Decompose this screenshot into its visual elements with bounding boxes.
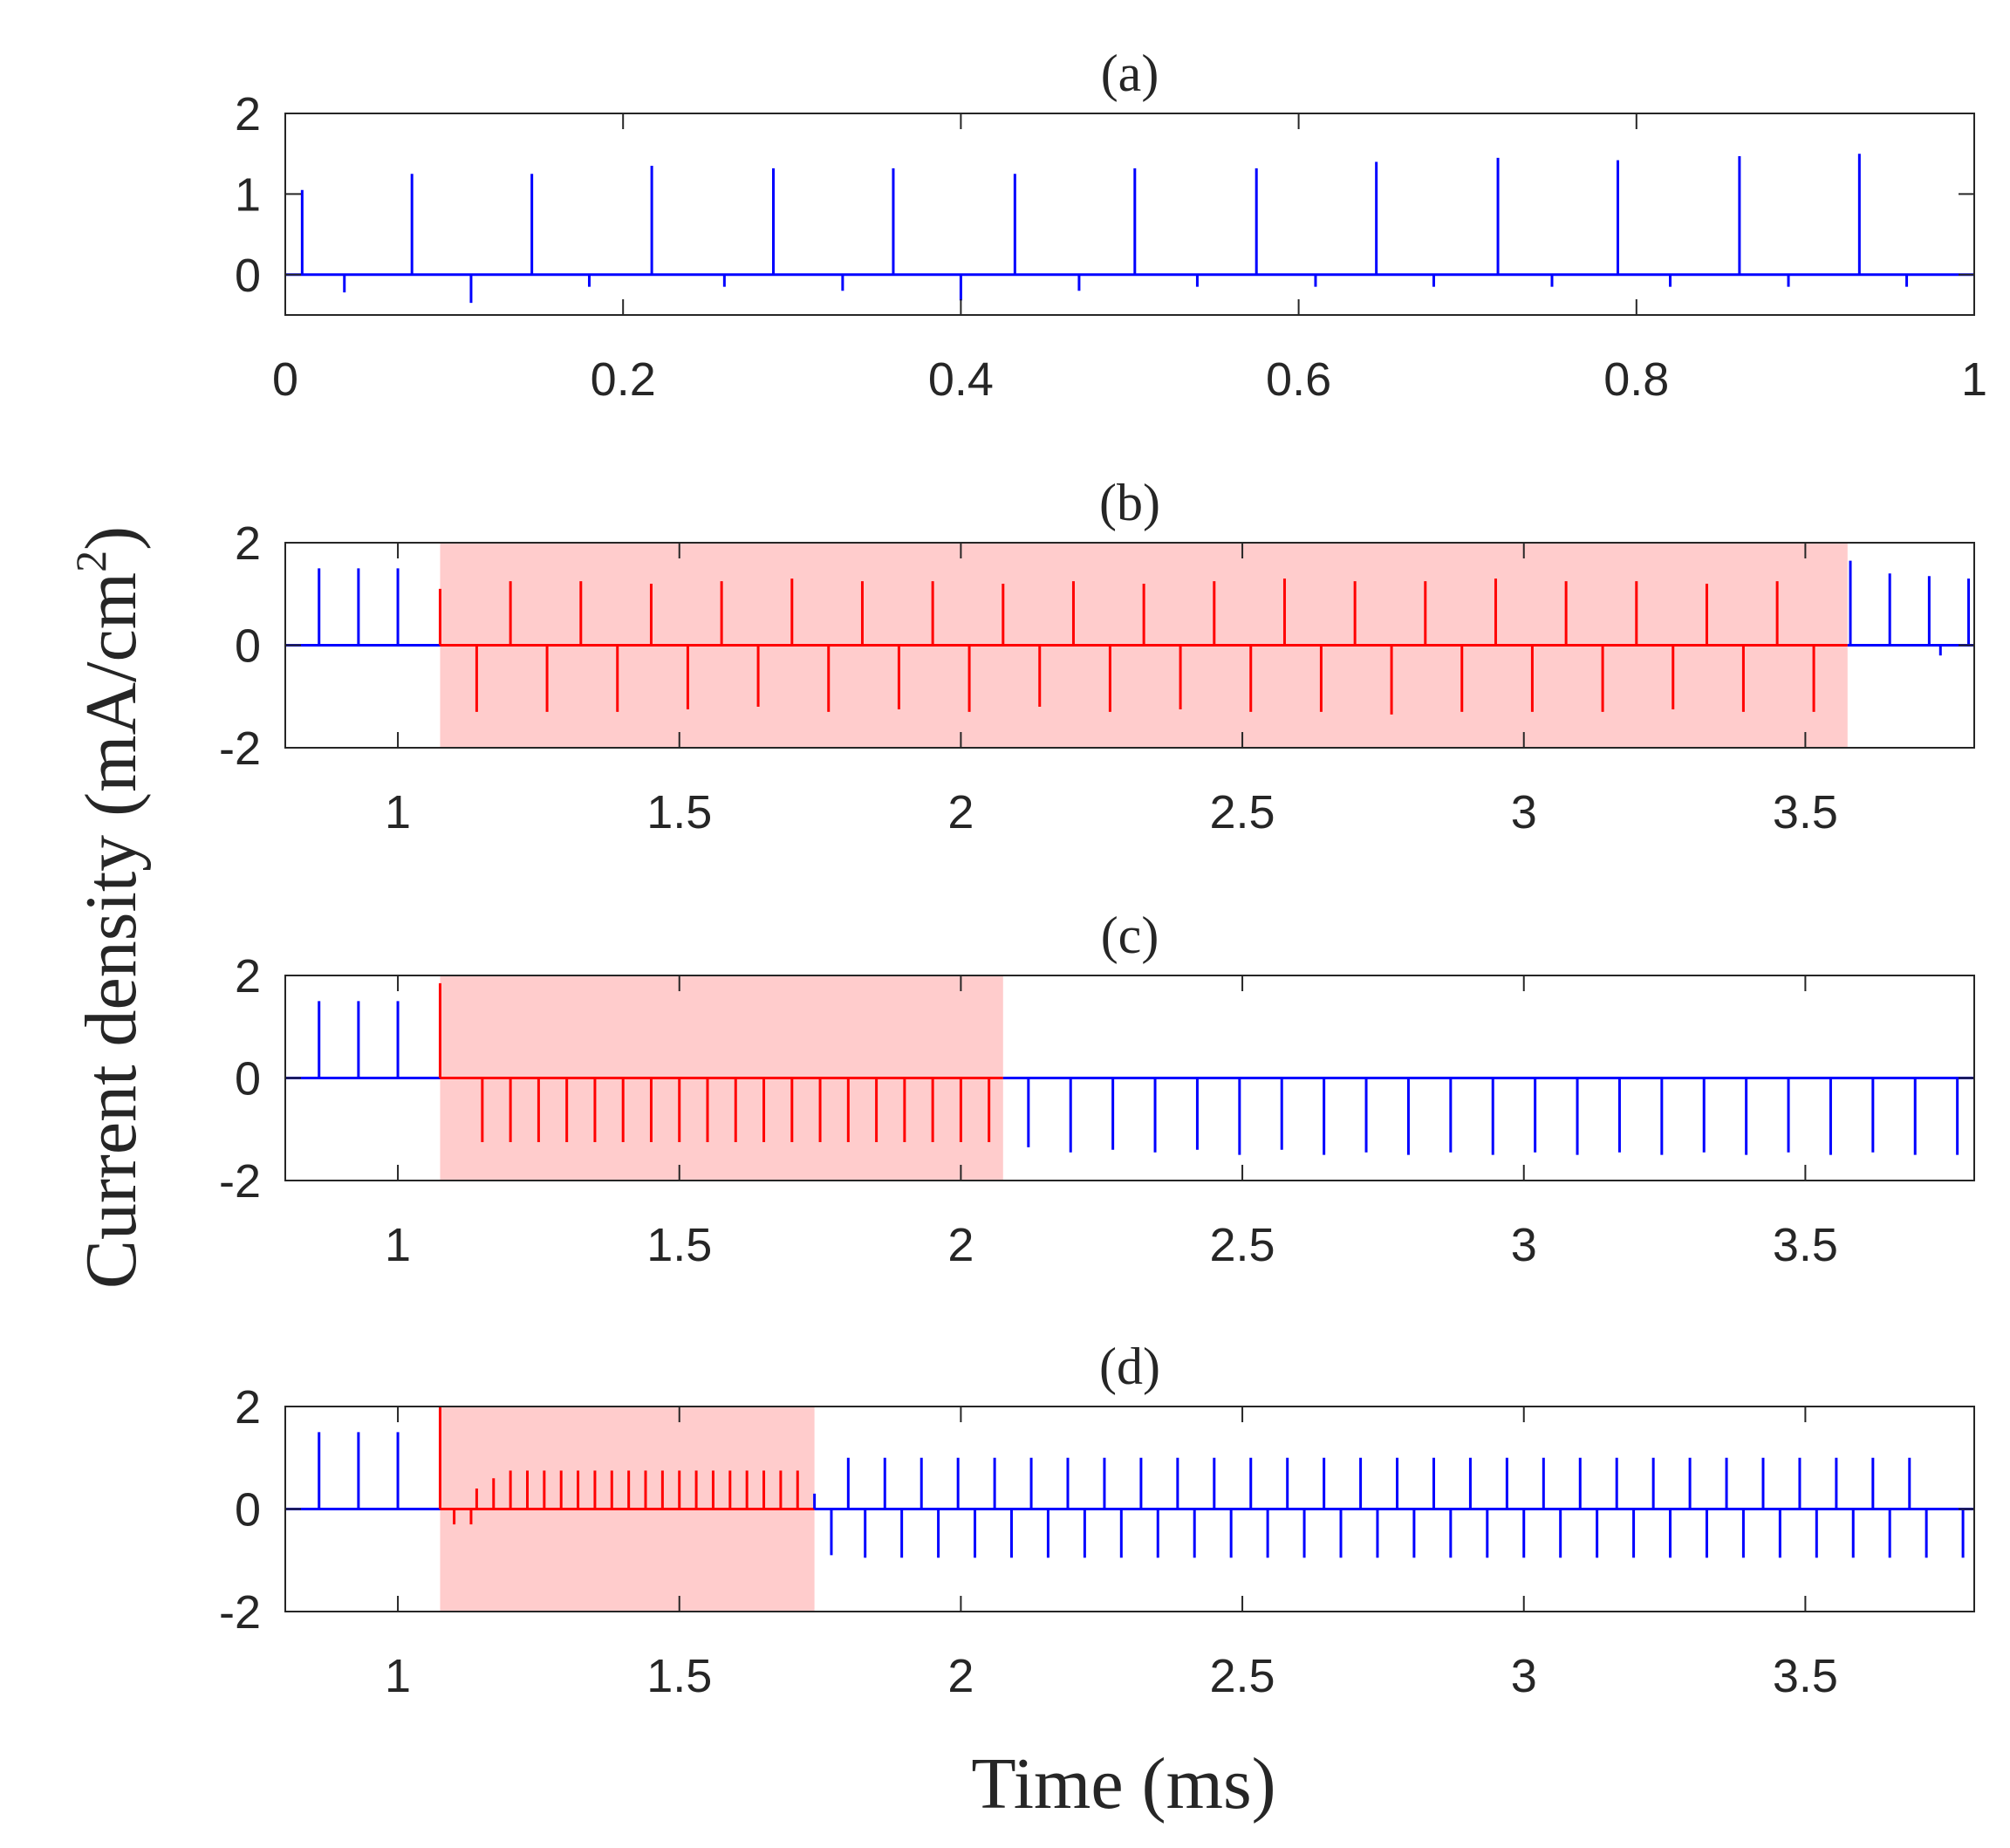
x-tick-label: 0.2	[591, 353, 656, 406]
panel-b: (b) 1 1.5 2 2.5 3 3.5 -2 0 2	[219, 474, 1975, 838]
x-tick-label: 0.6	[1266, 353, 1331, 406]
y-tick-label: -2	[219, 1586, 261, 1639]
y-tick-label: 0	[235, 620, 261, 673]
panel-d: (d) 1 1.5 2 2.5 3 3.5 -2 0 2	[219, 1338, 1975, 1702]
x-tick-label: 0.4	[928, 353, 994, 406]
panel-title: (d)	[1099, 1338, 1160, 1395]
x-tick-label: 3	[1511, 786, 1537, 838]
y-tick-label: 0	[235, 250, 261, 302]
x-tick-label: 2	[947, 1650, 974, 1702]
x-tick-label: 3	[1511, 1650, 1537, 1702]
x-tick-label: 1	[385, 1650, 411, 1702]
y-tick-label: -2	[219, 1155, 261, 1208]
y-axis-label: Current density (mA/cm2)	[66, 526, 152, 1289]
x-tick-label: 3.5	[1773, 786, 1838, 838]
panel-title: (c)	[1101, 907, 1159, 964]
y-tick-label: 0	[235, 1053, 261, 1105]
y-tick-label: -2	[219, 722, 261, 775]
y-tick-label: 2	[235, 950, 261, 1003]
x-axis-label: Time (ms)	[971, 1743, 1275, 1824]
x-tick-label: 3.5	[1773, 1650, 1838, 1702]
x-tick-label: 3	[1511, 1219, 1537, 1271]
x-tick-label: 3.5	[1773, 1219, 1838, 1271]
panel-c: (c) 1 1.5 2 2.5 3 3.5 -2 0 2	[219, 907, 1975, 1271]
panel-title: (a)	[1101, 44, 1159, 102]
y-axis-label-main: Current density (mA/cm	[71, 572, 152, 1289]
panel-title: (b)	[1099, 474, 1160, 531]
x-tick-label: 2.5	[1210, 1650, 1275, 1702]
x-tick-label: 0	[272, 353, 298, 406]
y-tick-label: 2	[235, 517, 261, 570]
panel-a: (a) 0 0.2 0.4 0.6 0.8 1 0 1 2	[235, 44, 1987, 406]
y-tick-label: 0	[235, 1484, 261, 1537]
x-tick-label: 2	[947, 786, 974, 838]
x-tick-label: 1	[1961, 353, 1987, 406]
y-axis-label-close: )	[71, 526, 152, 551]
x-tick-label: 1	[385, 786, 411, 838]
x-tick-label: 1.5	[646, 1650, 712, 1702]
x-tick-label: 0.8	[1603, 353, 1669, 406]
x-tick-label: 1.5	[646, 786, 712, 838]
x-tick-label: 2.5	[1210, 786, 1275, 838]
y-tick-label: 2	[235, 88, 261, 140]
x-tick-label: 2	[947, 1219, 974, 1271]
y-axis-label-superscript: 2	[66, 551, 115, 572]
x-tick-label: 1	[385, 1219, 411, 1271]
axes-frame	[284, 113, 1975, 316]
y-tick-label: 1	[235, 168, 261, 221]
y-tick-label: 2	[235, 1381, 261, 1434]
x-tick-label: 1.5	[646, 1219, 712, 1271]
x-tick-label: 2.5	[1210, 1219, 1275, 1271]
